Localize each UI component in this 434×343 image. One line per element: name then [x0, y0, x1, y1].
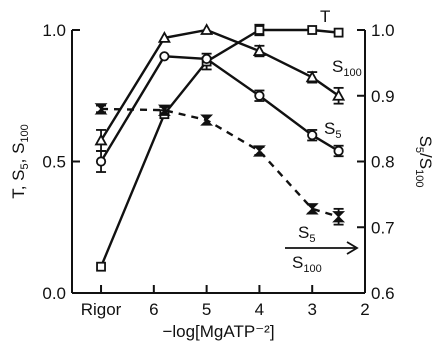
data-point — [333, 145, 344, 157]
y-right-tick-label: 1.0 — [371, 21, 395, 40]
data-point — [332, 211, 346, 223]
data-point — [252, 145, 266, 157]
arrow-right-icon — [346, 241, 359, 255]
x-tick-label: 5 — [202, 300, 211, 319]
data-point — [254, 90, 265, 101]
data-point — [94, 103, 108, 115]
series-line — [100, 55, 340, 163]
series-layer — [94, 23, 346, 272]
data-point — [95, 156, 107, 167]
data-point — [200, 114, 214, 126]
x-tick-label: 2 — [360, 300, 369, 319]
y-left-tick-label: 1.0 — [42, 21, 66, 40]
series-s100 — [94, 23, 346, 152]
series-line — [101, 107, 339, 218]
y-left-tick-label: 0.5 — [42, 153, 66, 172]
data-point — [157, 31, 171, 43]
series-label-t: T — [320, 7, 330, 26]
y-right-axis-title: S5/S100 — [413, 136, 434, 188]
data-point — [94, 133, 108, 146]
y-right-tick-label: 0.7 — [371, 218, 395, 237]
y-right-tick-label: 0.8 — [371, 153, 395, 172]
data-point — [307, 25, 318, 35]
axes: 0.0 0.5 1.0 0.6 0.7 0.8 0.9 1.0 Rigor 6 5 4 3 2 — [42, 21, 394, 319]
x-tick-label: 6 — [149, 300, 158, 319]
y-left-axis-title: T, S5, S100 — [9, 124, 31, 199]
y-left-tick-label: 0.0 — [42, 284, 66, 303]
data-point — [201, 53, 212, 65]
data-point — [252, 44, 266, 56]
x-tick-label: 3 — [307, 300, 316, 319]
data-point — [157, 104, 171, 116]
data-point — [307, 130, 318, 141]
series-label-s100: S100 — [332, 57, 362, 79]
data-point — [332, 88, 346, 101]
data-point — [305, 203, 319, 215]
series-label-s5: S5 — [324, 119, 341, 141]
series-s5 — [95, 51, 344, 173]
data-point — [200, 23, 214, 35]
labels-layer: −log[MgATP⁻²] T, S5, S100 S5/S100 T S100 S5 S5… — [9, 7, 434, 341]
x-tick-label: 4 — [255, 300, 264, 319]
data-point — [96, 261, 106, 272]
x-tick-label: Rigor — [81, 300, 122, 319]
x-axis-title: −log[MgATP⁻²] — [162, 322, 274, 341]
data-point — [305, 70, 319, 83]
data-point — [333, 27, 344, 38]
data-point — [254, 25, 265, 35]
data-point — [159, 51, 170, 62]
y-right-tick-label: 0.9 — [371, 87, 395, 106]
series-label-ratio-denominator: S100 — [292, 253, 322, 275]
y-right-tick-label: 0.6 — [371, 284, 395, 303]
series-s5-s100 — [94, 103, 346, 226]
series-line — [100, 28, 340, 142]
series-label-ratio-numerator: S5 — [298, 223, 315, 245]
